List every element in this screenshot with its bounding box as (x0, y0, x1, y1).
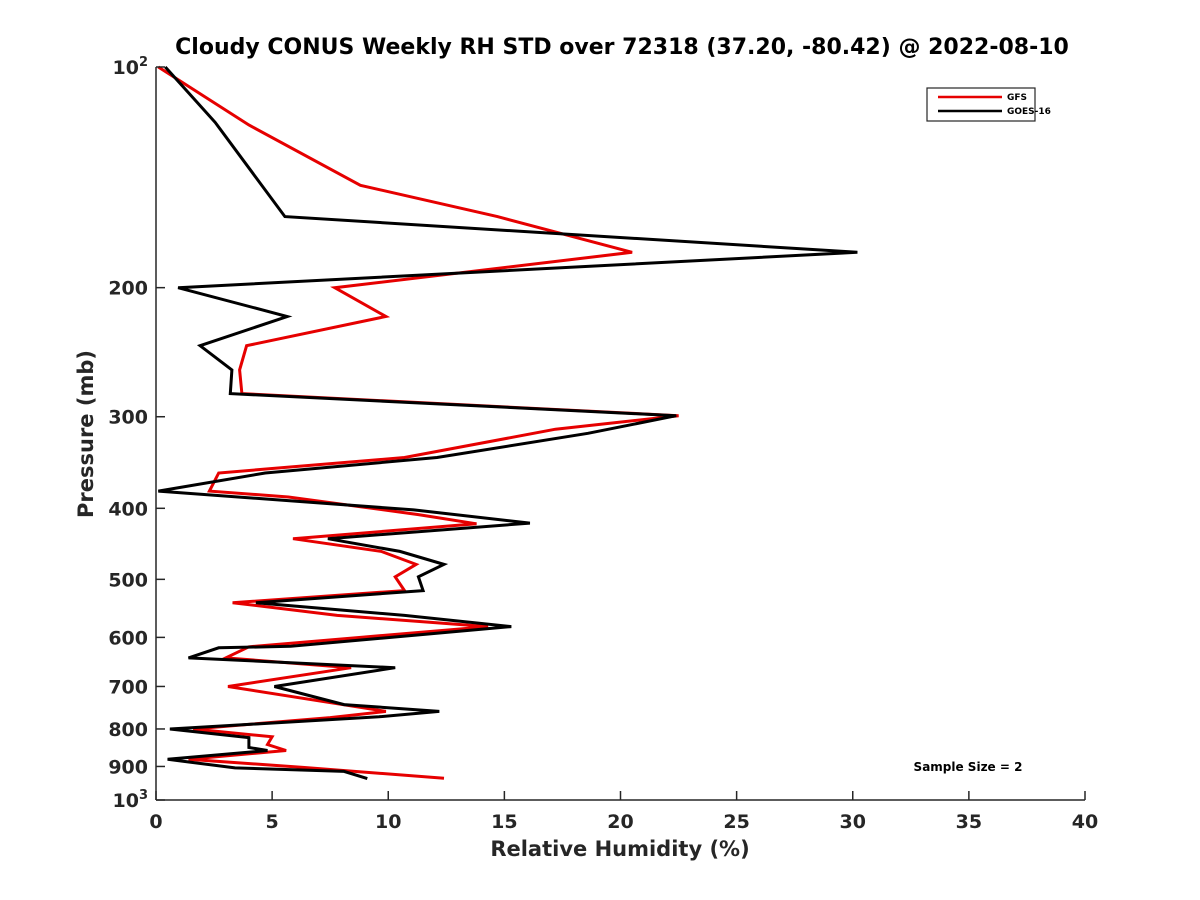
x-axis-label: Relative Humidity (%) (490, 837, 749, 861)
x-tick-label: 30 (840, 811, 866, 833)
y-tick-label: 102 (113, 55, 149, 79)
legend-box (926, 87, 1036, 122)
legend-label-goes-16: GOES-16 (1007, 107, 1051, 117)
y-tick-label: 700 (108, 676, 148, 698)
sample-size-annotation: Sample Size = 2 (914, 760, 1023, 774)
y-ticks: 102 200 300 400 500 600 700 800 900 103 (108, 55, 165, 812)
series-layer (157, 65, 858, 781)
x-tick-label: 15 (491, 811, 517, 833)
y-tick-label: 600 (108, 627, 148, 649)
x-tick-label: 20 (607, 811, 633, 833)
y-tick-label: 900 (108, 756, 148, 778)
x-ticks: 0 5 10 15 20 25 30 35 40 (149, 791, 1098, 833)
y-tick-label: 300 (108, 407, 148, 429)
x-tick-label: 0 (149, 811, 162, 833)
y-tick-label: 103 (113, 788, 149, 812)
x-tick-label: 5 (266, 811, 279, 833)
x-tick-label: 10 (375, 811, 401, 833)
x-tick-label: 40 (1072, 811, 1098, 833)
y-tick-label: 800 (108, 719, 148, 741)
y-tick-label: 400 (108, 498, 148, 520)
y-tick-label: 500 (108, 569, 148, 591)
y-tick-label: 200 (108, 278, 148, 300)
x-tick-label: 35 (956, 811, 982, 833)
plot-area: 0 5 10 15 20 25 30 35 40 102 200 300 400 500 600 700 80… (108, 55, 1098, 833)
x-tick-label: 25 (723, 811, 749, 833)
series-line-goes-16 (158, 65, 858, 781)
chart-title: Cloudy CONUS Weekly RH STD over 72318 (3… (175, 35, 1069, 60)
legend-label-gfs: GFS (1007, 93, 1027, 103)
legend: GFS GOES-16 (926, 87, 1051, 122)
y-axis-label: Pressure (mb) (74, 350, 98, 518)
